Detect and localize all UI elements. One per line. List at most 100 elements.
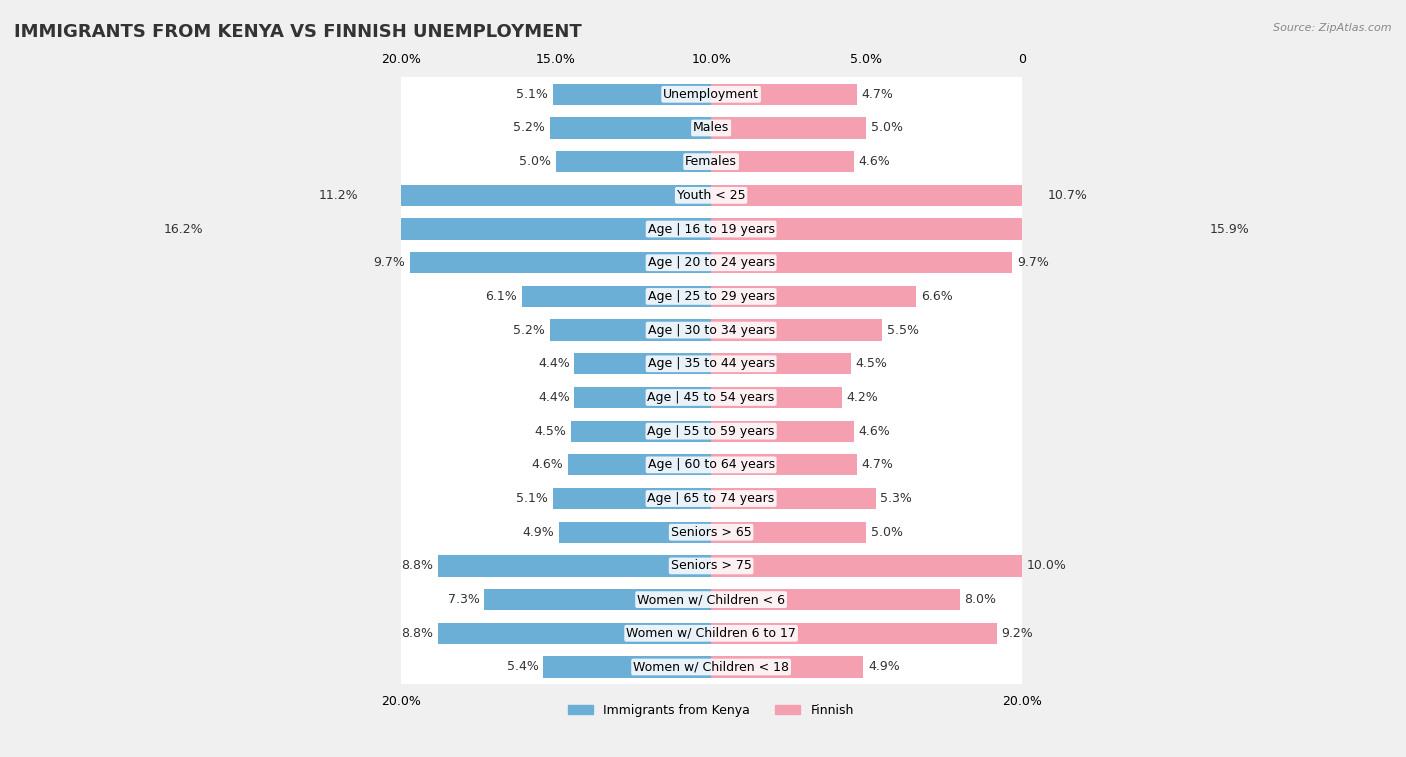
Bar	[553, 84, 711, 105]
Text: Age | 20 to 24 years: Age | 20 to 24 years	[648, 256, 775, 269]
Text: 6.1%: 6.1%	[485, 290, 517, 303]
Text: 9.7%: 9.7%	[374, 256, 405, 269]
Text: Youth < 25: Youth < 25	[676, 188, 745, 202]
Text: 10.7%: 10.7%	[1047, 188, 1088, 202]
Bar	[544, 656, 711, 678]
Bar	[711, 454, 858, 475]
Bar	[711, 219, 1205, 240]
Text: 5.1%: 5.1%	[516, 492, 548, 505]
Text: 5.2%: 5.2%	[513, 121, 546, 135]
Text: Unemployment: Unemployment	[664, 88, 759, 101]
Text: 7.3%: 7.3%	[449, 593, 479, 606]
Bar	[401, 212, 1022, 246]
Text: 4.9%: 4.9%	[523, 525, 554, 539]
Bar	[401, 414, 1022, 448]
Bar	[401, 583, 1022, 616]
Bar	[401, 246, 1022, 279]
Text: Age | 45 to 54 years: Age | 45 to 54 years	[648, 391, 775, 404]
Text: 4.4%: 4.4%	[538, 357, 569, 370]
Text: 8.0%: 8.0%	[965, 593, 997, 606]
Text: Males: Males	[693, 121, 730, 135]
Text: Age | 55 to 59 years: Age | 55 to 59 years	[647, 425, 775, 438]
Text: Source: ZipAtlas.com: Source: ZipAtlas.com	[1274, 23, 1392, 33]
Bar	[363, 185, 711, 206]
Text: 16.2%: 16.2%	[163, 223, 204, 235]
Bar	[553, 488, 711, 509]
Text: Seniors > 75: Seniors > 75	[671, 559, 752, 572]
Text: Age | 60 to 64 years: Age | 60 to 64 years	[648, 458, 775, 472]
Bar	[555, 151, 711, 173]
Bar	[560, 522, 711, 543]
Bar	[711, 319, 882, 341]
Bar	[401, 77, 1022, 111]
Text: 8.8%: 8.8%	[401, 559, 433, 572]
Bar	[711, 522, 866, 543]
Legend: Immigrants from Kenya, Finnish: Immigrants from Kenya, Finnish	[564, 699, 859, 721]
Bar	[401, 279, 1022, 313]
Text: Age | 25 to 29 years: Age | 25 to 29 years	[648, 290, 775, 303]
Bar	[711, 387, 842, 408]
Bar	[711, 354, 851, 375]
Bar	[711, 252, 1012, 273]
Bar	[401, 179, 1022, 212]
Text: 4.9%: 4.9%	[868, 661, 900, 674]
Bar	[522, 286, 711, 307]
Bar	[401, 381, 1022, 414]
Bar	[575, 354, 711, 375]
Bar	[401, 313, 1022, 347]
Text: Age | 65 to 74 years: Age | 65 to 74 years	[648, 492, 775, 505]
Text: 11.2%: 11.2%	[319, 188, 359, 202]
Text: 8.8%: 8.8%	[401, 627, 433, 640]
Text: 4.5%: 4.5%	[534, 425, 567, 438]
Text: 5.0%: 5.0%	[872, 121, 903, 135]
Text: 5.0%: 5.0%	[872, 525, 903, 539]
Bar	[711, 556, 1022, 577]
Bar	[401, 481, 1022, 516]
Text: 10.0%: 10.0%	[1026, 559, 1066, 572]
Bar	[711, 151, 853, 173]
Bar	[401, 347, 1022, 381]
Text: 9.2%: 9.2%	[1001, 627, 1033, 640]
Bar	[401, 549, 1022, 583]
Bar	[571, 421, 711, 442]
Text: IMMIGRANTS FROM KENYA VS FINNISH UNEMPLOYMENT: IMMIGRANTS FROM KENYA VS FINNISH UNEMPLO…	[14, 23, 582, 41]
Text: Females: Females	[685, 155, 737, 168]
Bar	[411, 252, 711, 273]
Text: 4.5%: 4.5%	[855, 357, 887, 370]
Text: Women w/ Children < 6: Women w/ Children < 6	[637, 593, 785, 606]
Text: 5.0%: 5.0%	[519, 155, 551, 168]
Text: 4.6%: 4.6%	[531, 458, 564, 472]
Bar	[711, 117, 866, 139]
Text: 4.6%: 4.6%	[859, 425, 890, 438]
Text: 5.5%: 5.5%	[887, 323, 918, 337]
Text: Women w/ Children 6 to 17: Women w/ Children 6 to 17	[626, 627, 796, 640]
Text: Age | 35 to 44 years: Age | 35 to 44 years	[648, 357, 775, 370]
Bar	[711, 589, 959, 610]
Text: 5.3%: 5.3%	[880, 492, 912, 505]
Bar	[568, 454, 711, 475]
Bar	[401, 111, 1022, 145]
Text: 4.7%: 4.7%	[862, 458, 894, 472]
Bar	[575, 387, 711, 408]
Text: 5.2%: 5.2%	[513, 323, 546, 337]
Text: Age | 30 to 34 years: Age | 30 to 34 years	[648, 323, 775, 337]
Text: 4.6%: 4.6%	[859, 155, 890, 168]
Bar	[711, 488, 876, 509]
Bar	[401, 616, 1022, 650]
Bar	[437, 556, 711, 577]
Bar	[437, 623, 711, 644]
Bar	[711, 421, 853, 442]
Bar	[711, 84, 858, 105]
Bar	[711, 185, 1043, 206]
Text: Seniors > 65: Seniors > 65	[671, 525, 751, 539]
Text: 4.2%: 4.2%	[846, 391, 877, 404]
Text: 9.7%: 9.7%	[1017, 256, 1049, 269]
Bar	[208, 219, 711, 240]
Bar	[550, 319, 711, 341]
Text: 5.4%: 5.4%	[508, 661, 538, 674]
Text: 6.6%: 6.6%	[921, 290, 952, 303]
Bar	[401, 516, 1022, 549]
Text: Age | 16 to 19 years: Age | 16 to 19 years	[648, 223, 775, 235]
Bar	[711, 656, 863, 678]
Bar	[401, 650, 1022, 684]
